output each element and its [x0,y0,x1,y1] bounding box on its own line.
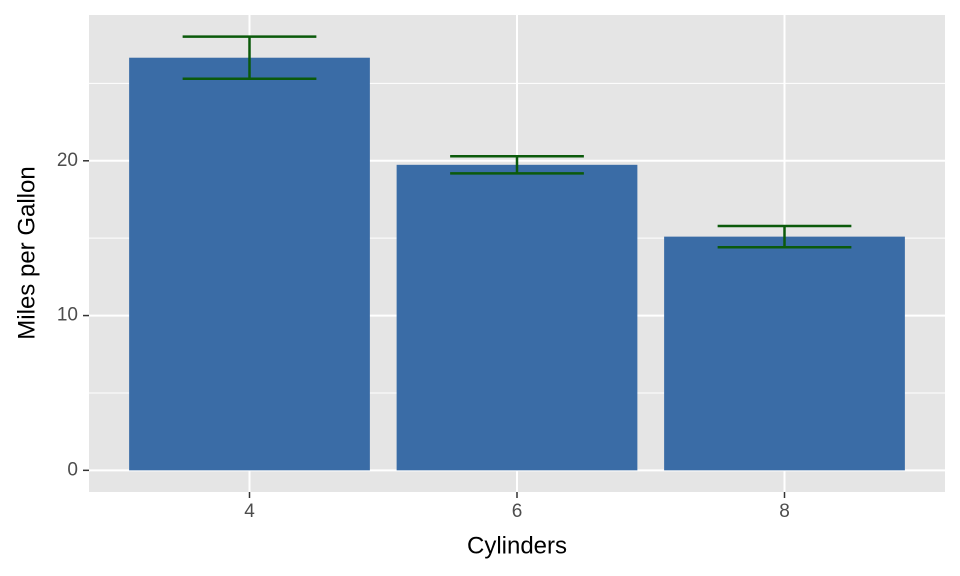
y-tick-label: 10 [57,305,78,326]
error-bar [717,224,852,249]
error-bar [182,35,317,81]
y-tick-label: 20 [57,150,78,171]
y-tick-label: 0 [67,459,78,480]
x-tick-label: 4 [244,501,255,522]
bar [129,57,370,471]
bar [664,236,905,471]
x-tick-label: 6 [512,501,523,522]
bar [396,164,638,471]
error-bar [450,155,584,175]
x-tick-label: 8 [779,501,790,522]
x-axis-title: Cylinders [467,532,567,559]
y-axis-title: Miles per Gallon [13,166,40,339]
